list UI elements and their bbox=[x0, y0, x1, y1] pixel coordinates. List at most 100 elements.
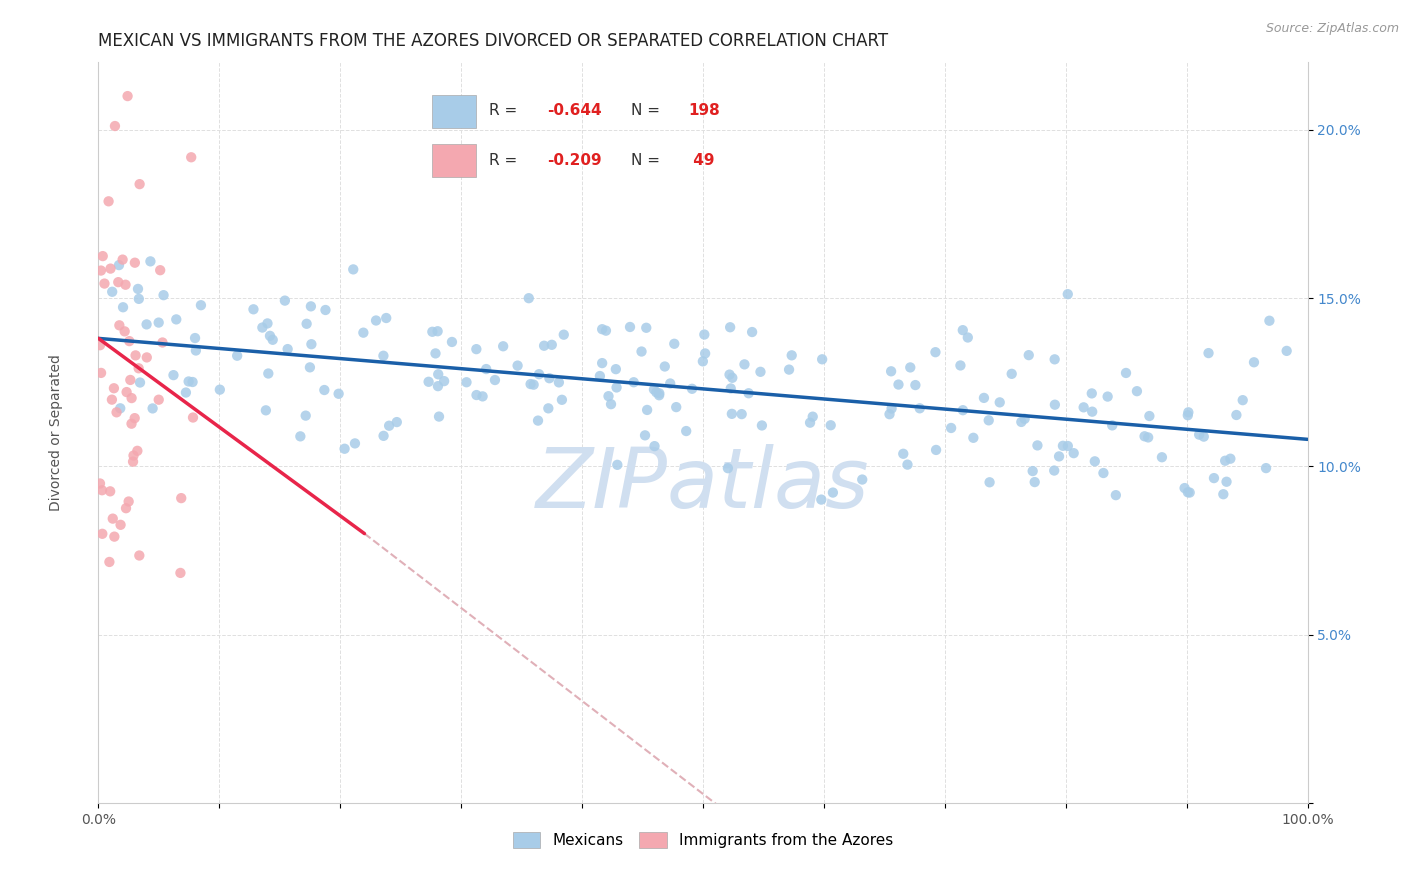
Point bbox=[898, 360, 921, 375]
Point bbox=[118, 494, 141, 508]
Point bbox=[91, 483, 114, 498]
Point bbox=[1018, 348, 1040, 362]
Point bbox=[1225, 408, 1247, 422]
Point bbox=[257, 367, 280, 381]
Point bbox=[226, 349, 249, 363]
FancyBboxPatch shape bbox=[432, 145, 475, 177]
Point bbox=[1254, 461, 1277, 475]
Point bbox=[979, 475, 1001, 490]
Point bbox=[1043, 464, 1066, 478]
Point bbox=[648, 386, 671, 401]
Point bbox=[91, 249, 114, 263]
Point bbox=[364, 313, 387, 327]
Point bbox=[385, 415, 408, 429]
Point bbox=[645, 385, 668, 400]
Point bbox=[426, 379, 449, 393]
Point bbox=[100, 261, 122, 276]
Point bbox=[1024, 475, 1046, 489]
Point bbox=[665, 400, 688, 414]
Point bbox=[977, 413, 1000, 427]
Point bbox=[634, 428, 657, 442]
Point bbox=[778, 362, 800, 376]
Point bbox=[152, 288, 174, 302]
Point bbox=[89, 338, 111, 352]
Point bbox=[142, 401, 165, 416]
Point bbox=[375, 311, 398, 326]
Point bbox=[517, 291, 540, 305]
Text: 198: 198 bbox=[689, 103, 720, 119]
Point bbox=[644, 439, 666, 453]
Point bbox=[177, 375, 200, 389]
Point bbox=[664, 336, 686, 351]
Point bbox=[352, 326, 374, 340]
Point bbox=[124, 256, 146, 270]
Point bbox=[110, 401, 132, 416]
Point bbox=[373, 429, 395, 443]
Point bbox=[256, 317, 278, 331]
Point bbox=[598, 389, 620, 403]
Point bbox=[277, 342, 299, 356]
Point bbox=[1212, 487, 1234, 501]
Point bbox=[124, 348, 146, 362]
Point bbox=[149, 263, 172, 277]
Point bbox=[148, 392, 170, 407]
Point bbox=[851, 473, 873, 487]
Point bbox=[721, 371, 744, 385]
Point bbox=[1092, 466, 1115, 480]
Point bbox=[1137, 409, 1160, 423]
Point bbox=[112, 300, 135, 314]
Point bbox=[952, 403, 974, 417]
Point bbox=[695, 346, 717, 360]
Point bbox=[1010, 415, 1032, 429]
Point bbox=[91, 526, 114, 541]
Point bbox=[139, 254, 162, 268]
Point bbox=[98, 484, 121, 499]
Point bbox=[1026, 438, 1049, 452]
Point bbox=[553, 327, 575, 342]
Point bbox=[799, 416, 821, 430]
Point bbox=[180, 150, 202, 164]
Point bbox=[333, 442, 356, 456]
Text: MEXICAN VS IMMIGRANTS FROM THE AZORES DIVORCED OR SEPARATED CORRELATION CHART: MEXICAN VS IMMIGRANTS FROM THE AZORES DI… bbox=[98, 32, 889, 50]
Point bbox=[591, 322, 613, 336]
Text: Source: ZipAtlas.com: Source: ZipAtlas.com bbox=[1265, 22, 1399, 36]
Point bbox=[103, 381, 125, 395]
Point bbox=[1063, 446, 1085, 460]
Point bbox=[122, 449, 145, 463]
Point bbox=[93, 277, 115, 291]
Point bbox=[1219, 451, 1241, 466]
Point bbox=[643, 383, 665, 397]
FancyBboxPatch shape bbox=[432, 95, 475, 128]
Point bbox=[299, 337, 322, 351]
Point bbox=[538, 371, 561, 385]
Text: -0.644: -0.644 bbox=[547, 103, 602, 119]
Point bbox=[1052, 439, 1074, 453]
Point bbox=[118, 334, 141, 348]
Point bbox=[1073, 401, 1095, 415]
Point bbox=[190, 298, 212, 312]
Point bbox=[741, 325, 763, 339]
Point bbox=[252, 320, 274, 334]
Point bbox=[121, 391, 143, 405]
Point bbox=[128, 292, 150, 306]
Point bbox=[810, 492, 832, 507]
Point bbox=[1213, 454, 1236, 468]
Point bbox=[801, 409, 824, 424]
Point bbox=[630, 344, 652, 359]
Point bbox=[956, 330, 979, 344]
Point bbox=[465, 342, 488, 356]
Point bbox=[114, 277, 136, 292]
Point bbox=[1021, 464, 1043, 478]
Point bbox=[101, 392, 124, 407]
Point bbox=[110, 517, 132, 532]
Point bbox=[124, 411, 146, 425]
Point bbox=[1243, 355, 1265, 369]
Point bbox=[533, 339, 555, 353]
Point bbox=[129, 376, 152, 390]
Point bbox=[104, 119, 127, 133]
Point bbox=[115, 385, 138, 400]
Point bbox=[718, 368, 741, 382]
Point bbox=[299, 299, 322, 313]
Point bbox=[648, 388, 671, 402]
Point bbox=[591, 356, 613, 370]
